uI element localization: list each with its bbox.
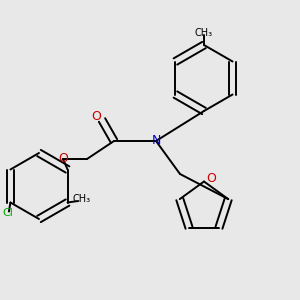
- Text: O: O: [91, 110, 101, 124]
- Text: CH₃: CH₃: [195, 28, 213, 38]
- Text: O: O: [58, 152, 68, 166]
- Text: Cl: Cl: [2, 208, 13, 218]
- Text: N: N: [151, 134, 161, 148]
- Text: CH₃: CH₃: [72, 194, 90, 205]
- Text: O: O: [207, 172, 216, 185]
